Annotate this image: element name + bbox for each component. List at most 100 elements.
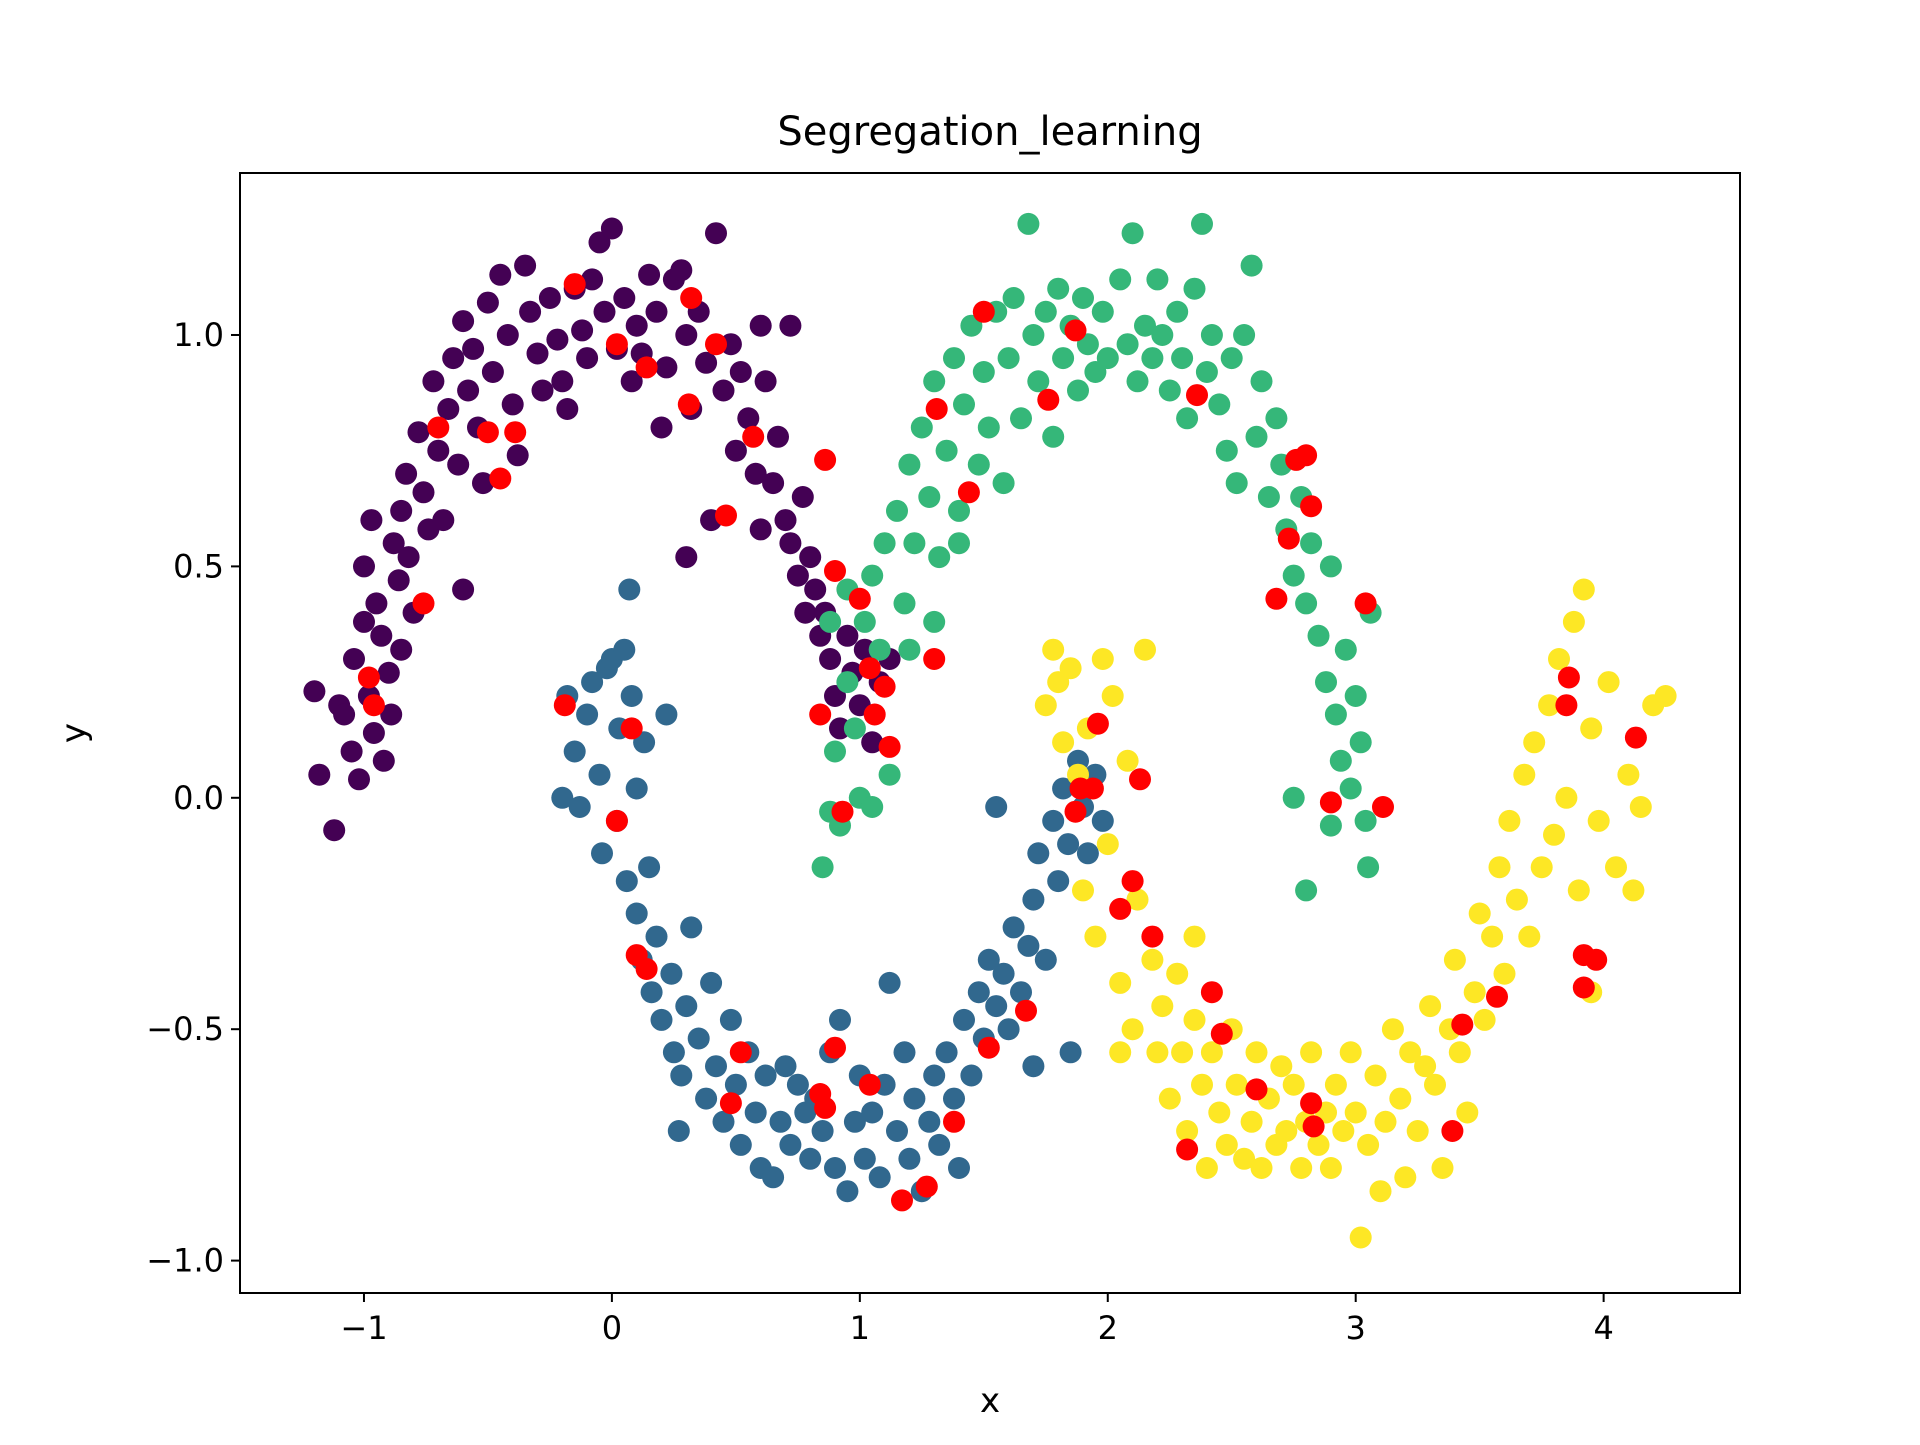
cluster-3-point-50 [1344, 1101, 1367, 1124]
cluster-3-point-15 [1126, 888, 1149, 911]
cluster-1-point-13 [615, 870, 638, 893]
cluster-1-point-12 [613, 638, 636, 661]
centroid-point-0 [563, 273, 586, 296]
cluster-3-point-90 [1597, 671, 1620, 694]
cluster-0-point-97 [836, 624, 859, 647]
cluster-2-point-5 [843, 717, 866, 740]
cluster-2-point-42 [1072, 287, 1094, 309]
y-axis-label: y [54, 723, 94, 743]
cluster-2-point-30 [997, 347, 1020, 370]
centroid-point-62 [1141, 925, 1164, 948]
cluster-2-point-69 [1245, 425, 1268, 448]
centroid-point-5 [427, 416, 450, 439]
cluster-1-point-31 [687, 1027, 710, 1050]
cluster-2-point-45 [1091, 300, 1114, 323]
cluster-0-point-72 [695, 351, 718, 374]
cluster-0-point-106 [675, 546, 698, 569]
centroid-point-55 [1086, 712, 1109, 735]
cluster-3-point-70 [1468, 902, 1491, 925]
centroid-point-10 [489, 467, 512, 490]
cluster-0-point-13 [370, 624, 393, 647]
cluster-0-point-53 [576, 347, 599, 370]
cluster-3-point-56 [1381, 1018, 1404, 1041]
cluster-3-point-64 [1431, 1157, 1454, 1179]
cluster-2-point-10 [873, 532, 896, 555]
cluster-2-point-98 [1319, 814, 1342, 837]
cluster-3-point-96 [1622, 879, 1645, 902]
cluster-2-point-27 [977, 416, 1000, 439]
cluster-0-point-46 [531, 379, 554, 402]
cluster-2-point-9 [868, 638, 891, 661]
cluster-0-point-79 [737, 407, 760, 430]
cluster-1-point-99 [985, 796, 1008, 818]
cluster-2-point-38 [1047, 277, 1070, 300]
centroid-point-72 [1557, 666, 1580, 689]
centroid-point-13 [412, 592, 435, 615]
cluster-1-point-87 [1034, 948, 1057, 971]
cluster-3-point-17 [1141, 948, 1164, 971]
cluster-0-point-29 [437, 398, 460, 420]
centroid-point-14 [824, 560, 846, 582]
cluster-3-point-11 [1101, 685, 1124, 707]
cluster-3-point-85 [1562, 610, 1585, 633]
centroid-point-38 [977, 1036, 1000, 1059]
cluster-0-point-84 [767, 425, 789, 448]
centroid-point-49 [1277, 527, 1300, 550]
cluster-2-point-34 [1022, 324, 1045, 346]
centroid-point-50 [1265, 587, 1288, 610]
cluster-1-point-62 [878, 971, 901, 994]
cluster-0-point-56 [593, 300, 616, 323]
cluster-1-point-47 [786, 1073, 809, 1096]
cluster-3-point-9 [1091, 648, 1114, 670]
centroid-point-68 [1176, 1138, 1199, 1161]
centroid-point-22 [878, 735, 901, 758]
cluster-3-point-21 [1166, 962, 1189, 985]
cluster-0-point-77 [724, 439, 747, 462]
cluster-2-point-56 [1166, 300, 1189, 323]
cluster-0-point-37 [476, 291, 499, 314]
cluster-2-point-18 [923, 370, 946, 393]
cluster-0-point-41 [501, 393, 524, 416]
centroid-point-23 [831, 800, 854, 823]
centroid-point-52 [923, 648, 946, 670]
centroid-point-76 [1585, 948, 1608, 971]
cluster-2-point-72 [1265, 407, 1288, 430]
cluster-1-point-25 [660, 962, 683, 985]
cluster-1-point-73 [948, 1157, 970, 1179]
cluster-1-point-26 [662, 1041, 685, 1064]
x-tick-label-5: 4 [1593, 1309, 1613, 1347]
cluster-2-point-70 [1250, 370, 1273, 393]
cluster-0-point-28 [432, 509, 455, 532]
cluster-1-point-63 [886, 1120, 908, 1142]
cluster-0-point-19 [390, 499, 413, 522]
cluster-0-point-66 [655, 356, 678, 379]
cluster-0-point-36 [472, 472, 494, 495]
cluster-2-point-41 [1067, 379, 1089, 402]
cluster-0-point-8 [353, 610, 375, 633]
cluster-3-point-13 [1116, 749, 1139, 772]
cluster-2-point-7 [853, 610, 876, 633]
cluster-1-point-23 [650, 1008, 673, 1031]
centroid-point-15 [848, 587, 871, 610]
cluster-0-point-7 [348, 768, 370, 791]
cluster-2-point-48 [1116, 333, 1139, 356]
cluster-3-point-92 [1617, 763, 1640, 786]
cluster-1-point-44 [769, 1110, 792, 1133]
cluster-0-point-31 [447, 453, 470, 476]
cluster-1-point-74 [953, 1008, 975, 1031]
cluster-2-point-59 [1183, 277, 1206, 300]
cluster-3-point-33 [1240, 1110, 1263, 1133]
cluster-1-point-82 [1002, 916, 1025, 939]
cluster-3-point-27 [1200, 1041, 1223, 1064]
centroid-point-60 [1121, 870, 1144, 893]
cluster-2-point-85 [1339, 777, 1362, 800]
cluster-0-point-90 [799, 546, 822, 569]
centroid-point-21 [809, 703, 832, 726]
centroid-point-17 [362, 694, 385, 717]
cluster-3-point-78 [1518, 925, 1541, 948]
cluster-0-point-20 [395, 462, 418, 485]
cluster-1-point-81 [997, 1018, 1020, 1041]
x-tick-label-4: 3 [1346, 1309, 1366, 1347]
cluster-2-point-54 [1151, 324, 1174, 346]
cluster-3-point-82 [1543, 823, 1565, 846]
